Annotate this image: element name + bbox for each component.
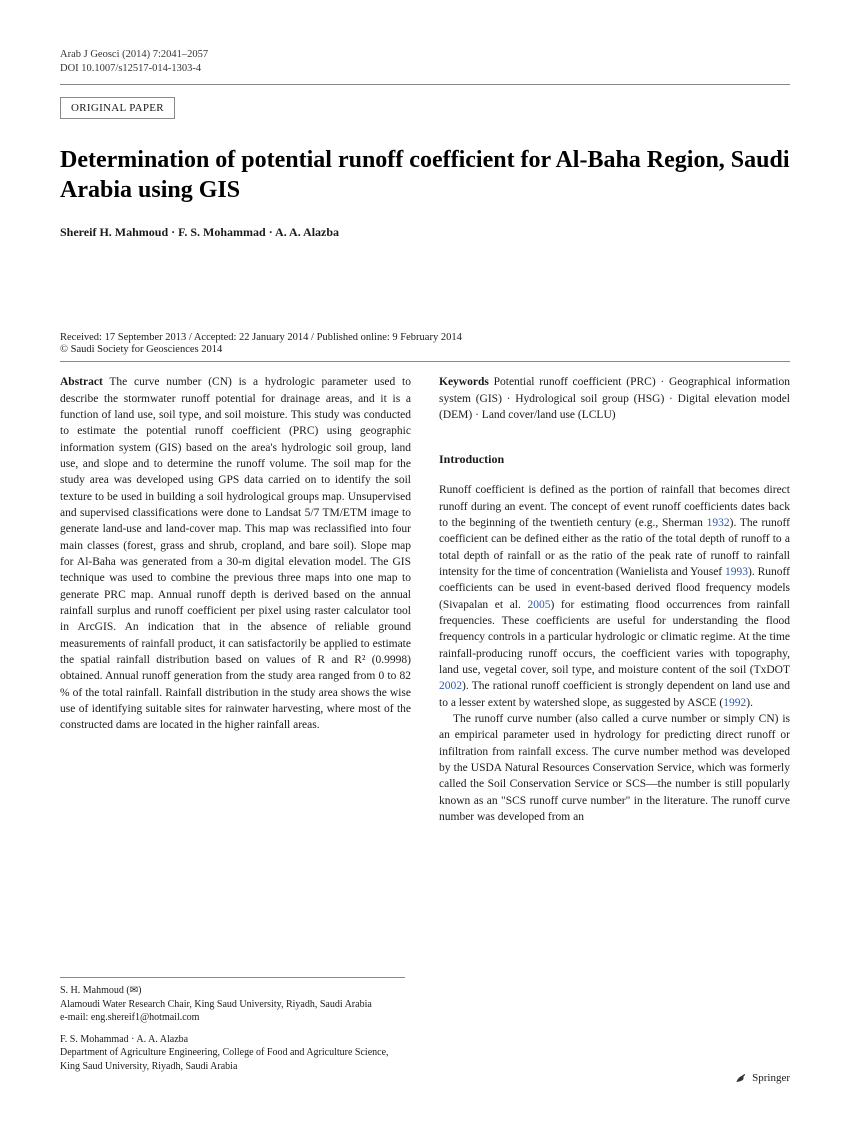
category-label: ORIGINAL PAPER [60, 97, 175, 119]
abstract-paragraph: Abstract The curve number (CN) is a hydr… [60, 374, 411, 733]
keywords-paragraph: Keywords Potential runoff coefficient (P… [439, 374, 790, 423]
keywords-label: Keywords [439, 376, 489, 388]
keywords-text: Potential runoff coefficient (PRC) · Geo… [439, 376, 790, 421]
paper-title: Determination of potential runoff coeffi… [60, 145, 790, 205]
citation-link[interactable]: 1992 [723, 697, 746, 709]
coauthor-address: Department of Agriculture Engineering, C… [60, 1047, 389, 1072]
left-column: Abstract The curve number (CN) is a hydr… [60, 374, 411, 825]
coauthor-block: F. S. Mohammad · A. A. Alazba Department… [60, 1033, 405, 1074]
intro-paragraph-2: The runoff curve number (also called a c… [439, 711, 790, 825]
publisher-brand: Springer [734, 1071, 790, 1085]
doi-line: DOI 10.1007/s12517-014-1303-4 [60, 62, 790, 76]
introduction-heading: Introduction [439, 451, 790, 468]
two-column-body: Abstract The curve number (CN) is a hydr… [60, 374, 790, 825]
publisher-name: Springer [752, 1072, 790, 1084]
citation-link[interactable]: 2005 [527, 599, 550, 611]
publication-dates: Received: 17 September 2013 / Accepted: … [60, 332, 790, 343]
envelope-icon: ✉ [130, 985, 138, 996]
divider [60, 361, 790, 362]
corr-email[interactable]: eng.shereif1@hotmail.com [91, 1012, 200, 1023]
intro-paragraph-1: Runoff coefficient is defined as the por… [439, 482, 790, 711]
coauthor-names: F. S. Mohammad · A. A. Alazba [60, 1034, 188, 1045]
citation-link[interactable]: 1993 [725, 566, 748, 578]
divider [60, 84, 790, 85]
journal-line: Arab J Geosci (2014) 7:2041–2057 [60, 48, 790, 62]
springer-horse-icon [734, 1071, 748, 1085]
corresponding-author-block: S. H. Mahmoud (✉) Alamoudi Water Researc… [60, 984, 405, 1025]
abstract-label: Abstract [60, 376, 103, 388]
abstract-text: The curve number (CN) is a hydrologic pa… [60, 376, 411, 731]
email-label: e-mail: [60, 1012, 91, 1023]
citation-link[interactable]: 2002 [439, 680, 462, 692]
corr-address: Alamoudi Water Research Chair, King Saud… [60, 999, 372, 1010]
copyright-line: © Saudi Society for Geosciences 2014 [60, 344, 790, 355]
header-meta: Arab J Geosci (2014) 7:2041–2057 DOI 10.… [60, 48, 790, 76]
citation-link[interactable]: 1932 [707, 517, 730, 529]
author-affiliations: S. H. Mahmoud (✉) Alamoudi Water Researc… [60, 977, 405, 1081]
authors-line: Shereif H. Mahmoud · F. S. Mohammad · A.… [60, 225, 790, 240]
right-column: Keywords Potential runoff coefficient (P… [439, 374, 790, 825]
